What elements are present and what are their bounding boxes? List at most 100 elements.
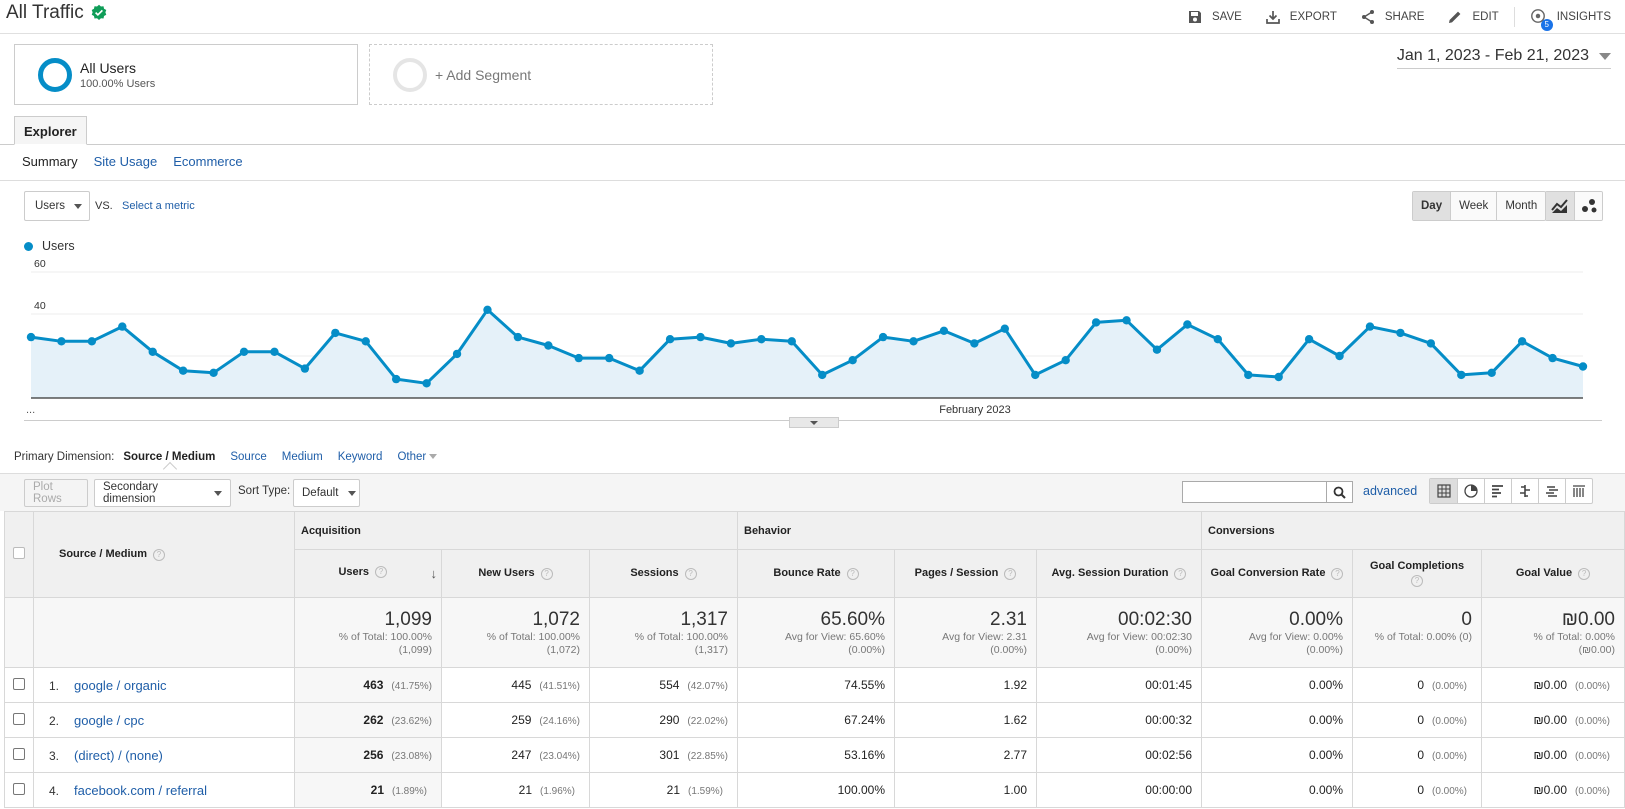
- total-value: 0: [1461, 609, 1472, 630]
- help-icon[interactable]: ?: [1004, 567, 1017, 580]
- row-source-link[interactable]: google / cpc: [74, 712, 145, 728]
- edit-button[interactable]: EDIT: [1447, 9, 1499, 25]
- save-button[interactable]: SAVE: [1187, 9, 1242, 25]
- data-point: [757, 335, 766, 344]
- performance-view-button[interactable]: [1484, 479, 1511, 503]
- cell-value: ₪0.00: [1533, 748, 1567, 762]
- row-new-users: 21 (1.96%): [441, 772, 590, 808]
- source-medium-header[interactable]: Source / Medium?: [33, 511, 295, 598]
- subtab-ecommerce[interactable]: Ecommerce: [173, 154, 243, 169]
- motion-chart-button[interactable]: [1574, 192, 1602, 220]
- term-cloud-view-button[interactable]: [1538, 479, 1565, 503]
- dimension-source-medium[interactable]: Source / Medium: [123, 451, 216, 463]
- row-goal-value: ₪0.00 (0.00%): [1481, 737, 1625, 773]
- collapse-chart-handle[interactable]: [789, 417, 839, 428]
- dimension-source[interactable]: Source: [230, 451, 267, 463]
- help-icon[interactable]: ?: [1411, 575, 1423, 587]
- period-month-button[interactable]: Month: [1496, 192, 1546, 220]
- help-icon[interactable]: ?: [1174, 567, 1187, 580]
- bounce-rate-column-header[interactable]: Bounce Rate?: [737, 549, 895, 598]
- metric-select[interactable]: Users: [24, 191, 90, 221]
- data-point: [1335, 351, 1344, 361]
- table-search-input[interactable]: [1182, 481, 1327, 503]
- comparison-icon: [1520, 485, 1530, 497]
- data-point: [878, 332, 888, 342]
- total-value: 1,072: [532, 609, 580, 630]
- row-source-link[interactable]: facebook.com / referral: [74, 782, 207, 798]
- table-search-button[interactable]: [1327, 481, 1353, 503]
- sessions-column-header[interactable]: Sessions?: [589, 549, 738, 598]
- help-icon[interactable]: ?: [684, 567, 697, 580]
- total-sub: (1,317): [694, 644, 728, 656]
- advanced-filter-link[interactable]: advanced: [1363, 484, 1418, 498]
- sort-type-select[interactable]: Default: [293, 479, 360, 507]
- data-point: [1122, 316, 1131, 325]
- data-point: [604, 353, 614, 363]
- pie-view-button[interactable]: [1457, 479, 1484, 503]
- help-icon[interactable]: ?: [153, 548, 166, 561]
- dimension-other[interactable]: Other: [397, 451, 438, 463]
- data-point: [1457, 370, 1466, 380]
- row-source-link[interactable]: google / organic: [74, 677, 167, 693]
- totals-row: 1,099% of Total: 100.00% (1,099) 1,072% o…: [4, 597, 1625, 668]
- collapse-arrow-icon: [810, 420, 818, 425]
- data-table-view-button[interactable]: [1430, 479, 1457, 503]
- vs-label: VS.: [95, 200, 113, 212]
- data-point: [696, 332, 705, 342]
- pivot-view-button[interactable]: [1565, 479, 1592, 503]
- insights-button[interactable]: 5 INSIGHTS: [1530, 8, 1611, 31]
- pages-session-column-header[interactable]: Pages / Session?: [894, 549, 1037, 598]
- chart-legend: Users: [24, 239, 75, 253]
- row-checkbox[interactable]: [13, 747, 25, 760]
- date-range-picker[interactable]: Jan 1, 2023 - Feb 21, 2023: [1396, 47, 1611, 69]
- secondary-dimension-select[interactable]: Secondary dimension: [94, 479, 231, 507]
- export-button[interactable]: EXPORT: [1265, 9, 1337, 25]
- plot-rows-button[interactable]: Plot Rows: [24, 479, 88, 507]
- save-icon: [1188, 11, 1201, 23]
- subtab-site-usage[interactable]: Site Usage: [93, 154, 158, 169]
- line-chart-button[interactable]: [1546, 192, 1574, 220]
- users-header-label: Users: [338, 566, 370, 578]
- users-column-header[interactable]: Users? ↓: [294, 549, 442, 598]
- row-bounce-rate: 100.00%: [737, 772, 895, 808]
- dimension-keyword[interactable]: Keyword: [337, 451, 383, 463]
- segment-all-users[interactable]: All Users 100.00% Users: [14, 44, 358, 105]
- avg-session-duration-column-header[interactable]: Avg. Session Duration?: [1036, 549, 1202, 598]
- dimension-medium[interactable]: Medium: [281, 451, 323, 463]
- period-week-button[interactable]: Week: [1450, 192, 1497, 220]
- help-icon[interactable]: ?: [1331, 567, 1344, 580]
- help-icon[interactable]: ?: [540, 567, 553, 580]
- data-point: [544, 341, 553, 350]
- share-button[interactable]: SHARE: [1360, 9, 1424, 25]
- help-icon[interactable]: ?: [1578, 567, 1591, 580]
- period-day-button[interactable]: Day: [1413, 192, 1451, 220]
- tab-explorer[interactable]: Explorer: [14, 116, 87, 145]
- help-icon[interactable]: ?: [375, 566, 388, 579]
- data-point: [1061, 356, 1070, 365]
- row-checkbox[interactable]: [13, 677, 25, 690]
- data-point: [909, 337, 918, 346]
- comparison-view-button[interactable]: [1511, 479, 1538, 503]
- row-checkbox[interactable]: [13, 712, 25, 725]
- select-all-checkbox[interactable]: [13, 547, 25, 559]
- add-segment-button[interactable]: + Add Segment: [369, 44, 713, 105]
- goal-value-column-header[interactable]: Goal Value?: [1481, 549, 1625, 598]
- help-icon[interactable]: ?: [846, 567, 859, 580]
- goal-conversion-rate-column-header[interactable]: Goal Conversion Rate?: [1201, 549, 1353, 598]
- goal-completions-column-header[interactable]: Goal Completions?: [1352, 549, 1482, 598]
- row-goal-completions: 0 (0.00%): [1352, 737, 1482, 773]
- cell-value: ₪0.00: [1533, 678, 1567, 692]
- y-tick-label: 40: [34, 300, 46, 312]
- row-goal-value: ₪0.00 (0.00%): [1481, 667, 1625, 703]
- subtab-summary[interactable]: Summary: [22, 154, 78, 169]
- new-users-column-header[interactable]: New Users?: [441, 549, 590, 598]
- bubble-chart-icon: [1581, 199, 1596, 213]
- row-users: 21 (1.89%): [294, 772, 442, 808]
- select-metric-link[interactable]: Select a metric: [122, 200, 195, 212]
- total-sub: % of Total: 100.00%: [486, 631, 580, 643]
- total-value: 1,099: [384, 609, 432, 630]
- row-conversion-rate: 0.00%: [1201, 772, 1353, 808]
- empty-segment-ring-icon: [393, 57, 427, 92]
- row-checkbox[interactable]: [13, 782, 25, 795]
- row-source-link[interactable]: (direct) / (none): [74, 747, 163, 763]
